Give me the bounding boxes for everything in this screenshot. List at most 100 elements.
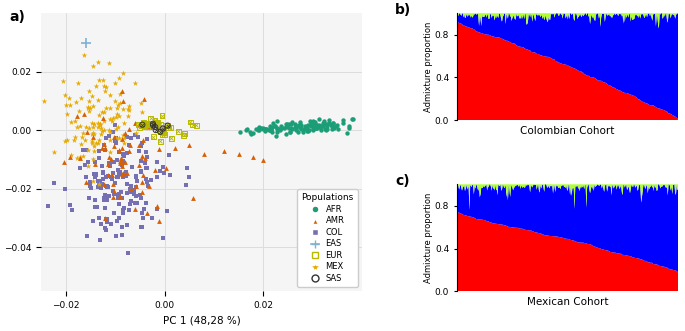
Point (85, 105, 96, 111)
Point (100, 194, 111, 199)
Point (341, 130, 352, 136)
Point (143, 183, 154, 188)
Point (83, 164, 94, 169)
Point (118, 70, 129, 75)
Point (92, 204, 103, 210)
Point (87, 140, 98, 146)
Point (182, 166, 192, 171)
Point (338, 120, 349, 125)
Point (149, 118, 160, 123)
Point (99, 142, 110, 148)
Point (292, 123, 303, 129)
Point (315, 124, 326, 129)
Point (142, 154, 153, 160)
X-axis label: Colombian Cohort: Colombian Cohort (521, 126, 614, 136)
Point (290, 127, 301, 132)
Point (260, 127, 271, 132)
Point (299, 124, 310, 129)
X-axis label: Mexican Cohort: Mexican Cohort (527, 297, 608, 307)
Point (159, 131, 170, 137)
Point (62, 111, 73, 116)
Point (136, 169, 147, 174)
Point (270, 123, 281, 129)
Point (122, 222, 133, 228)
Point (316, 124, 327, 129)
Point (117, 106, 128, 111)
Point (69, 137, 80, 142)
Point (88, 103, 99, 108)
Point (284, 121, 295, 127)
Point (105, 137, 116, 143)
Point (105, 221, 116, 226)
Point (158, 125, 169, 130)
Point (295, 119, 306, 124)
Point (134, 142, 145, 147)
Point (158, 130, 169, 136)
Point (60, 102, 71, 108)
Point (155, 139, 166, 144)
Point (89, 205, 100, 210)
Point (108, 211, 119, 216)
Point (88, 135, 99, 140)
Point (90, 174, 101, 179)
Point (265, 125, 276, 131)
Point (90, 141, 101, 146)
Point (155, 124, 166, 130)
Point (81, 124, 92, 130)
Point (137, 123, 148, 128)
Point (290, 126, 301, 132)
Point (81, 175, 92, 180)
Point (284, 125, 295, 131)
Point (302, 122, 313, 127)
Point (266, 129, 277, 134)
Point (245, 131, 256, 136)
Point (99, 127, 110, 133)
Point (121, 170, 132, 175)
Point (107, 172, 118, 178)
Point (77, 130, 88, 135)
Point (275, 124, 286, 129)
Point (122, 134, 133, 140)
Point (250, 126, 261, 132)
Point (101, 216, 112, 222)
Point (90, 161, 101, 166)
Point (271, 118, 282, 124)
Point (63, 96, 74, 101)
Point (88, 121, 99, 127)
Point (114, 161, 125, 166)
Point (308, 125, 319, 131)
Point (253, 125, 264, 130)
Point (62, 137, 73, 143)
Point (317, 120, 328, 126)
Point (99, 198, 110, 203)
Point (159, 170, 170, 175)
Point (103, 134, 114, 139)
Point (155, 124, 166, 130)
Point (101, 183, 112, 188)
Point (160, 126, 171, 131)
Point (65, 102, 76, 107)
Point (173, 128, 184, 134)
Point (130, 200, 141, 205)
Point (199, 151, 210, 156)
Point (71, 100, 82, 105)
Point (244, 129, 255, 135)
Point (111, 234, 122, 239)
Point (114, 136, 125, 141)
Point (325, 123, 336, 128)
Point (87, 219, 98, 224)
Point (257, 125, 268, 130)
Point (70, 134, 81, 139)
Point (150, 124, 161, 130)
Point (113, 150, 124, 155)
Point (118, 170, 129, 176)
Point (136, 196, 147, 201)
Point (326, 126, 337, 132)
Point (123, 250, 134, 256)
Point (83, 98, 94, 103)
Text: b): b) (395, 3, 411, 17)
Point (103, 173, 114, 179)
Point (104, 193, 115, 198)
Point (38, 98, 49, 103)
Point (301, 128, 312, 133)
